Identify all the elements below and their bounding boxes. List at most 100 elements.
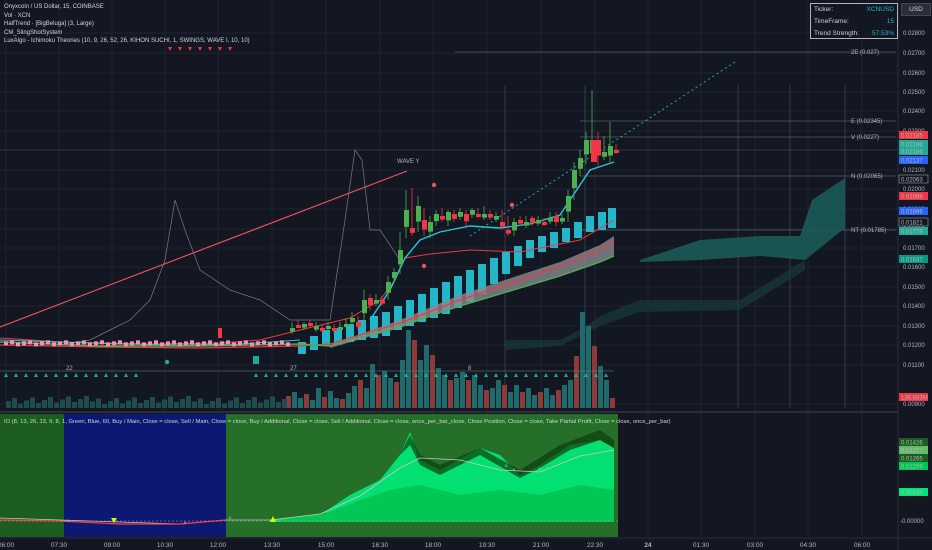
time-axis-label: 03:00 [747, 542, 764, 549]
candle-body-small [64, 340, 68, 345]
slingshot-bar [586, 216, 594, 232]
volume-bar [18, 403, 23, 408]
price-tick-label: 0.01700 [903, 246, 925, 252]
candle-body [506, 230, 511, 234]
price-badge-text: 0.02185 [901, 134, 923, 140]
timeframe-row: TimeFrame: 15 [814, 18, 894, 25]
candle-body [446, 212, 451, 221]
oscillator-badge [899, 454, 928, 462]
candle-body [338, 327, 343, 330]
indicator-vol[interactable]: Vol · XCN [4, 12, 31, 19]
price-badge-text: 0.01896 [901, 210, 923, 216]
volume-bar [84, 396, 89, 408]
candle-body-small [190, 340, 194, 345]
indicator-halftrend[interactable]: HalfTrend · [BigBeluga] (3, Large) [4, 21, 94, 28]
candle-body-small [148, 341, 152, 346]
oscillator-dark-band [400, 430, 614, 478]
level-label: E (0.02345) [851, 119, 882, 125]
volume-bar [204, 404, 209, 408]
price-badge-text: 0.01821 [901, 221, 923, 227]
volume-bar [604, 380, 609, 408]
price-tick-label: 0.02000 [903, 187, 925, 193]
slingshot-bar [598, 212, 606, 230]
signal-dot [421, 263, 427, 269]
buy-signal-marker [344, 373, 348, 377]
candle-body [386, 282, 391, 293]
volume-bar [246, 400, 251, 408]
candle-body [548, 218, 553, 222]
volume-bar [240, 403, 245, 408]
candle-body [344, 324, 349, 327]
volume-bar [394, 382, 399, 408]
price-tick-label: 0.01100 [903, 363, 925, 369]
indicator-slingshot[interactable]: CM_SlingShotSystem [4, 29, 63, 36]
buy-signal-marker [434, 373, 438, 377]
volume-bar [304, 394, 309, 408]
slingshot-bar [310, 336, 318, 350]
candle-body [476, 214, 481, 217]
volume-bar [484, 390, 489, 408]
buy-signal-marker [424, 373, 428, 377]
buy-signal-marker [94, 373, 98, 377]
currency-button[interactable]: USD [901, 3, 931, 16]
oscillator-cross-marker: × [504, 464, 508, 470]
candle-body [482, 214, 487, 218]
ema-slow-line [0, 255, 615, 347]
buy-signal-marker [554, 373, 558, 377]
volume-bar [478, 385, 483, 408]
slingshot-bar [394, 306, 402, 330]
indicator-ichimoku[interactable]: LuxAlgo - Ichimoku Theories (10, 9, 26, … [4, 38, 250, 45]
candle-body [542, 222, 547, 225]
buy-signal-marker [314, 373, 318, 377]
volume-bar [54, 402, 59, 408]
volume-bar [24, 400, 29, 408]
price-tick-label: 0.01400 [903, 304, 925, 310]
sell-signal-marker [178, 47, 182, 51]
candle-body [512, 222, 517, 231]
candle-body [602, 152, 607, 157]
candle-body-small [34, 342, 38, 347]
candle-body-small [262, 340, 266, 345]
buy-signal-marker [274, 373, 278, 377]
buy-signal-marker [474, 373, 478, 377]
price-tick-label: 0.01500 [903, 285, 925, 291]
candle-body [494, 216, 499, 220]
oscillator-badge-text: 0.01426 [901, 441, 923, 447]
candle-body-small [82, 340, 86, 345]
price-badge [899, 140, 928, 148]
candle-body [362, 300, 367, 314]
volume-bar [598, 366, 603, 408]
volume-bar [382, 371, 387, 408]
trend-strength-row: Trend Strength: 57.53% [814, 30, 894, 37]
buy-signal-marker [564, 373, 568, 377]
price-badge [899, 227, 928, 235]
time-axis-label: 15:00 [318, 542, 335, 549]
volume-bar [550, 395, 555, 408]
oscillator-histogram [280, 485, 614, 522]
candle-body-small [226, 340, 230, 345]
volume-bar [610, 398, 615, 408]
candle-body [458, 212, 463, 217]
candle-body [398, 250, 403, 265]
candle-body-small [256, 341, 260, 346]
time-axis-label: 12:00 [210, 542, 227, 549]
volume-bar [334, 398, 339, 408]
cycle-label: 27 [290, 366, 297, 372]
volume-bar [108, 401, 113, 408]
slingshot-bar [574, 222, 582, 238]
candle-body-small [112, 341, 116, 346]
candle-body-small [160, 342, 164, 347]
volume-bar [96, 398, 101, 408]
oscillator-title[interactable]: IO (8, 13, 26, 13, 9, 8, 1, Green, Blue,… [4, 419, 671, 425]
candle-body [314, 326, 319, 330]
price-badge-text: 0.01779 [901, 230, 923, 236]
candle-body-small [208, 340, 212, 345]
symbol-title[interactable]: Onyxcoin / US Dollar, 15, COINBASE [4, 4, 104, 10]
level-label: V (0.0227) [851, 135, 879, 141]
candle-body [422, 220, 427, 230]
candle-body-small [184, 341, 188, 346]
time-axis-label: 09:00 [104, 542, 121, 549]
price-tick-label: 0.02600 [903, 71, 925, 77]
price-badge [899, 147, 928, 155]
